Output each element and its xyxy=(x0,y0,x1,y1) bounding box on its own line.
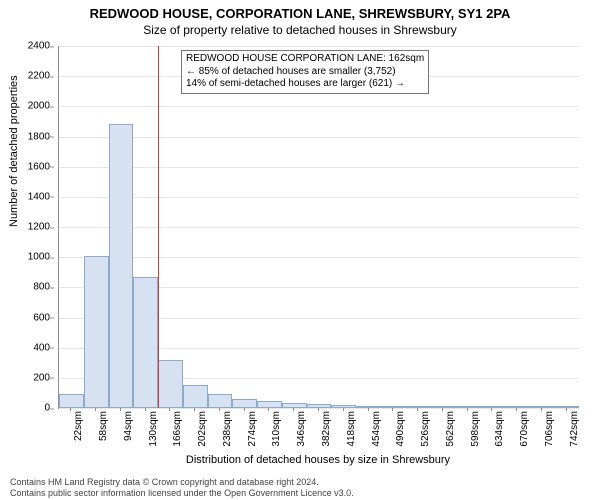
x-tick-label: 382sqm xyxy=(321,411,332,447)
y-tick-label: 2000 xyxy=(0,101,50,112)
y-tick-label: 2200 xyxy=(0,71,50,82)
footer-line: Contains HM Land Registry data © Crown c… xyxy=(10,477,354,487)
callout-box: REDWOOD HOUSE CORPORATION LANE: 162sqm← … xyxy=(181,50,429,94)
y-tick-label: 1000 xyxy=(0,252,50,263)
x-tick-mark xyxy=(293,408,294,411)
x-tick-label: 238sqm xyxy=(222,411,233,447)
histogram-bar xyxy=(133,277,158,408)
x-tick-mark xyxy=(566,408,567,411)
x-tick-label: 490sqm xyxy=(395,411,406,447)
x-tick-label: 634sqm xyxy=(494,411,505,447)
x-tick-mark xyxy=(268,408,269,411)
x-tick-mark xyxy=(343,408,344,411)
x-tick-mark xyxy=(318,408,319,411)
histogram-bar xyxy=(208,394,233,408)
x-tick-label: 202sqm xyxy=(197,411,208,447)
y-tick-label: 0 xyxy=(0,403,50,414)
x-tick-mark xyxy=(442,408,443,411)
x-tick-label: 22sqm xyxy=(73,411,84,441)
histogram-bar xyxy=(158,360,183,408)
reference-line xyxy=(158,46,159,408)
y-tick-label: 800 xyxy=(0,282,50,293)
x-tick-label: 130sqm xyxy=(148,411,159,447)
x-tick-mark xyxy=(95,408,96,411)
chart-title: REDWOOD HOUSE, CORPORATION LANE, SHREWSB… xyxy=(0,0,600,21)
histogram-bar xyxy=(183,385,208,408)
histogram-bars xyxy=(59,46,579,408)
y-tick-label: 200 xyxy=(0,372,50,383)
attribution-footer: Contains HM Land Registry data © Crown c… xyxy=(10,477,354,498)
x-tick-mark xyxy=(244,408,245,411)
histogram-bar xyxy=(84,256,109,408)
x-tick-label: 310sqm xyxy=(271,411,282,447)
x-tick-mark xyxy=(541,408,542,411)
x-tick-mark xyxy=(70,408,71,411)
x-tick-label: 94sqm xyxy=(123,411,134,441)
x-tick-label: 526sqm xyxy=(420,411,431,447)
x-tick-label: 598sqm xyxy=(470,411,481,447)
x-tick-label: 706sqm xyxy=(544,411,555,447)
x-tick-label: 166sqm xyxy=(172,411,183,447)
x-tick-label: 562sqm xyxy=(445,411,456,447)
footer-line: Contains public sector information licen… xyxy=(10,488,354,498)
histogram-bar xyxy=(109,124,134,408)
chart-subtitle: Size of property relative to detached ho… xyxy=(0,21,600,37)
x-tick-label: 418sqm xyxy=(346,411,357,447)
x-tick-label: 742sqm xyxy=(569,411,580,447)
x-tick-mark xyxy=(392,408,393,411)
histogram-bar xyxy=(232,399,257,408)
y-tick-label: 1800 xyxy=(0,131,50,142)
histogram-bar xyxy=(257,401,282,408)
x-tick-label: 670sqm xyxy=(519,411,530,447)
x-tick-mark xyxy=(516,408,517,411)
plot-area: REDWOOD HOUSE CORPORATION LANE: 162sqm← … xyxy=(58,46,579,409)
callout-line: REDWOOD HOUSE CORPORATION LANE: 162sqm xyxy=(186,53,424,66)
y-tick-label: 600 xyxy=(0,312,50,323)
x-tick-mark xyxy=(194,408,195,411)
callout-line: ← 85% of detached houses are smaller (3,… xyxy=(186,66,424,79)
histogram-bar xyxy=(59,394,84,408)
x-tick-mark xyxy=(169,408,170,411)
x-tick-mark xyxy=(368,408,369,411)
y-tick-label: 1600 xyxy=(0,161,50,172)
y-tick-label: 1400 xyxy=(0,191,50,202)
y-axis-ticks: 0200400600800100012001400160018002000220… xyxy=(0,46,54,408)
y-tick-label: 2400 xyxy=(0,41,50,52)
x-axis-label: Distribution of detached houses by size … xyxy=(58,454,578,466)
x-tick-mark xyxy=(219,408,220,411)
x-tick-label: 346sqm xyxy=(296,411,307,447)
x-tick-label: 454sqm xyxy=(371,411,382,447)
y-tick-label: 1200 xyxy=(0,222,50,233)
x-tick-mark xyxy=(145,408,146,411)
x-tick-mark xyxy=(467,408,468,411)
x-tick-label: 274sqm xyxy=(247,411,258,447)
y-tick-label: 400 xyxy=(0,342,50,353)
chart-container: REDWOOD HOUSE, CORPORATION LANE, SHREWSB… xyxy=(0,0,600,500)
callout-line: 14% of semi-detached houses are larger (… xyxy=(186,78,424,91)
x-tick-mark xyxy=(491,408,492,411)
x-tick-mark xyxy=(120,408,121,411)
x-tick-mark xyxy=(417,408,418,411)
x-tick-label: 58sqm xyxy=(98,411,109,441)
